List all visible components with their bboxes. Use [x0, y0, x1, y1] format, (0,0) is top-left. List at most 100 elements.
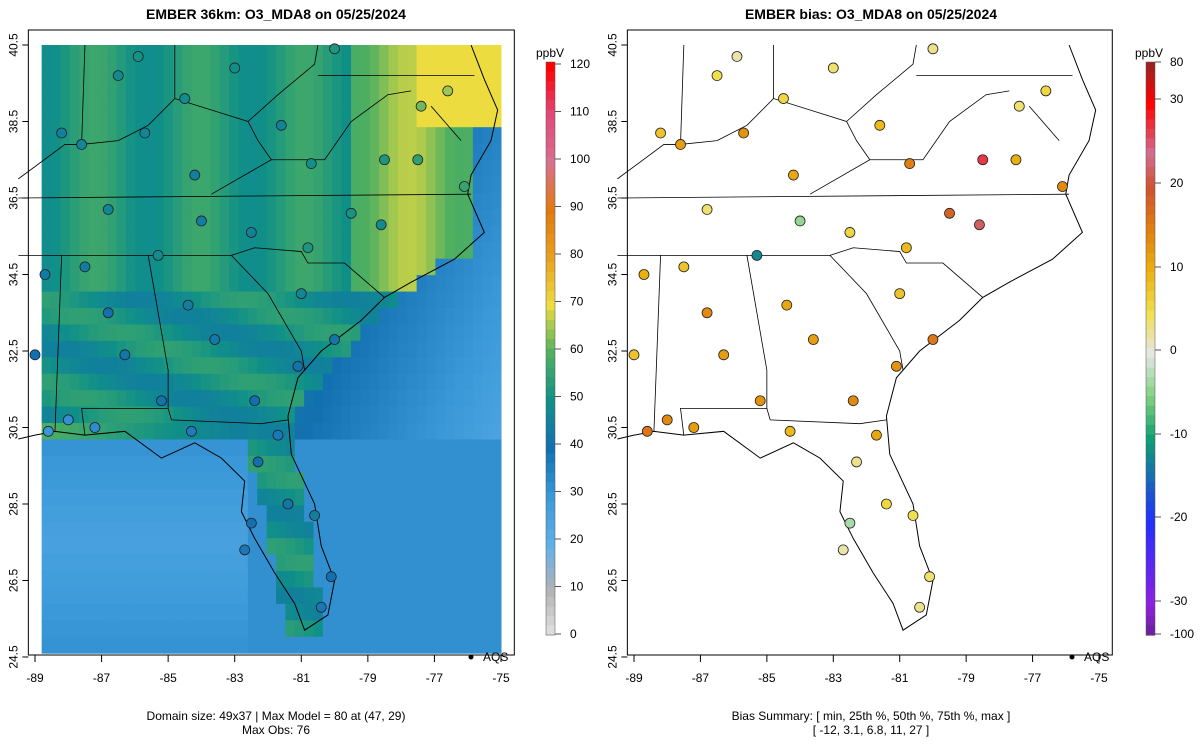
grid-cell: [351, 94, 361, 112]
grid-cell: [285, 455, 296, 473]
grid-cell: [388, 554, 399, 572]
grid-cell: [79, 192, 90, 210]
grid-cell: [210, 636, 221, 654]
grid-cell: [294, 275, 305, 293]
grid-cell: [313, 570, 324, 588]
grid-cell: [266, 61, 277, 79]
grid-cell: [397, 143, 408, 161]
colorbar-tick-label: -10: [1170, 427, 1188, 441]
grid-cell: [463, 521, 474, 539]
grid-cell: [97, 61, 108, 79]
grid-cell: [41, 603, 52, 621]
grid-cell: [463, 439, 474, 457]
grid-cell: [210, 307, 221, 325]
grid-cell: [444, 127, 455, 145]
grid-cell: [163, 94, 174, 112]
grid-cell: [285, 390, 296, 408]
grid-cell: [444, 242, 455, 260]
grid-cell: [304, 127, 315, 145]
grid-cell: [107, 209, 118, 227]
left-legend-dot-icon: [468, 654, 474, 660]
grid-cell: [247, 439, 258, 457]
grid-cell: [126, 143, 136, 161]
grid-cell: [238, 275, 249, 293]
grid-cell: [444, 225, 455, 243]
grid-cell: [304, 554, 315, 572]
grid-cell: [313, 291, 324, 309]
grid-cell: [397, 127, 408, 145]
grid-cell: [266, 505, 277, 523]
grid-cell: [294, 406, 305, 424]
grid-cell: [51, 127, 61, 145]
grid-cell: [163, 258, 174, 276]
grid-cell: [369, 488, 380, 506]
grid-cell: [416, 143, 427, 161]
colorbar-segment: [546, 577, 555, 588]
grid-cell: [304, 275, 315, 293]
colorbar-segment: [546, 472, 555, 483]
grid-cell: [454, 488, 465, 506]
grid-cell: [88, 554, 99, 572]
grid-cell: [397, 603, 408, 621]
grid-cell: [435, 61, 446, 79]
grid-cell: [407, 307, 418, 325]
grid-cell: [369, 110, 380, 128]
grid-cell: [304, 77, 315, 95]
grid-cell: [163, 587, 174, 605]
grid-cell: [154, 521, 165, 539]
right-coastline: [617, 44, 1097, 631]
grid-cell: [379, 225, 390, 243]
grid-cell: [163, 291, 174, 309]
grid-cell: [126, 357, 136, 375]
grid-cell: [294, 143, 305, 161]
grid-cell: [482, 45, 493, 62]
grid-cell: [294, 423, 305, 440]
grid-cell: [369, 45, 380, 62]
grid-cell: [332, 620, 343, 638]
grid-cell: [135, 472, 146, 490]
grid-cell: [454, 340, 465, 358]
grid-cell: [407, 406, 418, 424]
station-marker: [62, 414, 74, 426]
grid-cell: [60, 192, 71, 210]
grid-cell: [97, 472, 108, 490]
grid-cell: [285, 521, 296, 539]
grid-cell: [107, 61, 118, 79]
grid-cell: [79, 521, 90, 539]
station-marker: [844, 517, 856, 529]
grid-cell: [219, 357, 230, 375]
grid-cell: [472, 570, 483, 588]
grid-cell: [491, 110, 502, 128]
grid-cell: [172, 160, 183, 177]
grid-cell: [482, 275, 493, 293]
grid-cell: [379, 439, 390, 457]
x-tick-label: -75: [1090, 671, 1108, 685]
grid-cell: [304, 521, 315, 539]
grid-cell: [379, 127, 390, 145]
colorbar-tick-label: 0: [570, 627, 577, 641]
grid-cell: [191, 110, 202, 128]
grid-cell: [172, 620, 183, 638]
grid-cell: [88, 209, 99, 227]
y-tick-label: 32.5: [605, 339, 619, 363]
station-marker: [675, 139, 686, 150]
grid-cell: [116, 570, 127, 588]
grid-cell: [144, 357, 155, 375]
grid-cell: [397, 554, 408, 572]
grid-cell: [491, 209, 502, 227]
grid-cell: [379, 554, 390, 572]
grid-cell: [135, 77, 146, 95]
grid-cell: [426, 620, 436, 638]
grid-cell: [435, 538, 446, 556]
grid-cell: [463, 390, 474, 408]
colorbar-segment: [546, 62, 555, 73]
grid-cell: [332, 505, 343, 523]
grid-cell: [51, 110, 61, 128]
grid-cell: [154, 127, 165, 145]
grid-cell: [126, 94, 136, 112]
grid-cell: [172, 423, 183, 440]
grid-cell: [435, 340, 446, 358]
grid-cell: [360, 538, 371, 556]
grid-cell: [369, 160, 380, 177]
grid-cell: [322, 307, 333, 325]
